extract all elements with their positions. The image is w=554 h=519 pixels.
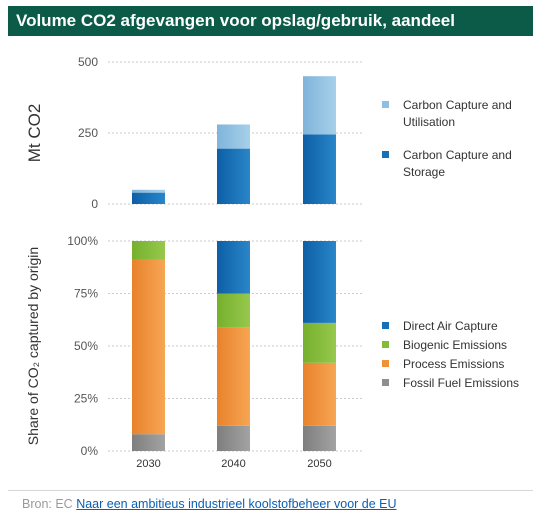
bar-carbon-capture-and-storage-2030 bbox=[132, 192, 165, 204]
legend-swatch-direct-air-capture bbox=[382, 322, 389, 329]
y-tick-label: 250 bbox=[78, 126, 98, 140]
bar-direct-air-capture-2050 bbox=[303, 241, 336, 323]
bar-direct-air-capture-2040 bbox=[217, 241, 250, 294]
legend-label-fossil-fuel-emissions: Fossil Fuel Emissions bbox=[403, 376, 519, 390]
y-tick-label: 25% bbox=[74, 392, 98, 406]
legend-label-carbon-capture-and-utilisation: Carbon Capture and bbox=[403, 98, 512, 112]
legend-swatch-process-emissions bbox=[382, 360, 389, 367]
y-axis-label: Share of CO₂ captured by origin bbox=[25, 247, 41, 445]
bar-biogenic-emissions-2040 bbox=[217, 293, 250, 328]
legend-label-carbon-capture-and-utilisation: Utilisation bbox=[403, 115, 455, 129]
x-tick-label: 2050 bbox=[307, 458, 331, 470]
bar-biogenic-emissions-2050 bbox=[303, 322, 336, 363]
x-tick-label: 2040 bbox=[221, 458, 245, 470]
top-chart-volume: 0 250 500 Mt CO2 Carbon Capture and Utilisati… bbox=[25, 55, 512, 211]
bottom-chart-share: 0% 25% 50% 75% 100% Share of CO₂ captured by … bbox=[25, 234, 519, 470]
bar-fossil-fuel-emissions-2050 bbox=[303, 425, 336, 451]
bar-process-emissions-2040 bbox=[217, 327, 250, 426]
page-title: Volume CO2 afgevangen voor opslag/gebrui… bbox=[8, 6, 533, 36]
bar-carbon-capture-and-storage-2040 bbox=[217, 148, 250, 204]
source-footer: Bron: EC Naar een ambitieus industrieel … bbox=[22, 497, 397, 511]
legend-swatch-carbon-capture-and-storage bbox=[382, 151, 389, 158]
legend-label-carbon-capture-and-storage: Storage bbox=[403, 165, 445, 179]
bar-carbon-capture-and-utilisation-2050 bbox=[303, 76, 336, 135]
source-prefix: Bron: EC bbox=[22, 497, 73, 511]
bar-carbon-capture-and-storage-2050 bbox=[303, 134, 336, 204]
y-tick-label: 100% bbox=[67, 234, 98, 248]
legend-label-process-emissions: Process Emissions bbox=[403, 357, 504, 371]
legend-swatch-fossil-fuel-emissions bbox=[382, 379, 389, 386]
y-tick-label: 0% bbox=[81, 444, 99, 458]
y-tick-label: 50% bbox=[74, 339, 98, 353]
y-tick-label: 75% bbox=[74, 287, 98, 301]
y-tick-label: 0 bbox=[91, 197, 98, 211]
y-axis-label: Mt CO2 bbox=[25, 104, 44, 163]
bar-fossil-fuel-emissions-2040 bbox=[217, 425, 250, 451]
legend-label-biogenic-emissions: Biogenic Emissions bbox=[403, 338, 507, 352]
bar-process-emissions-2030 bbox=[132, 259, 165, 435]
legend-swatch-carbon-capture-and-utilisation bbox=[382, 101, 389, 108]
bar-fossil-fuel-emissions-2030 bbox=[132, 434, 165, 451]
bar-carbon-capture-and-utilisation-2040 bbox=[217, 124, 250, 149]
source-link[interactable]: Naar een ambitieus industrieel koolstofb… bbox=[76, 497, 397, 511]
legend-swatch-biogenic-emissions bbox=[382, 341, 389, 348]
bar-process-emissions-2050 bbox=[303, 362, 336, 426]
x-tick-label: 2030 bbox=[136, 458, 160, 470]
bar-biogenic-emissions-2030 bbox=[132, 241, 165, 260]
bar-carbon-capture-and-utilisation-2030 bbox=[132, 189, 165, 193]
y-tick-label: 500 bbox=[78, 55, 98, 69]
legend-label-direct-air-capture: Direct Air Capture bbox=[403, 319, 498, 333]
chart-canvas: 0 250 500 Mt CO2 Carbon Capture and Utilisati… bbox=[25, 55, 519, 470]
legend-label-carbon-capture-and-storage: Carbon Capture and bbox=[403, 148, 512, 162]
footer-divider bbox=[8, 490, 533, 491]
